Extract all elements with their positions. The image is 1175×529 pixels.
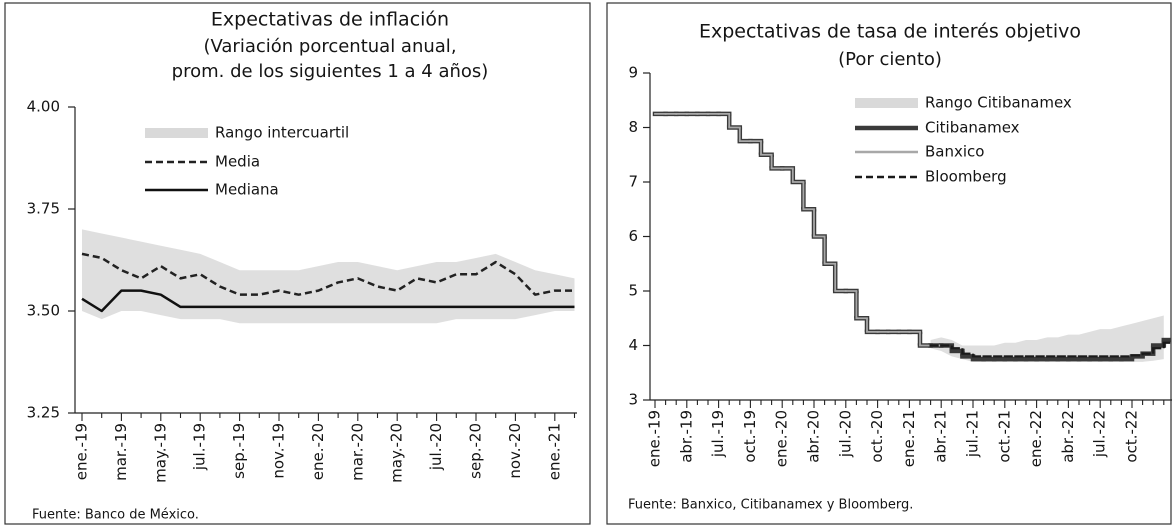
legend-label: Banxico xyxy=(925,143,984,161)
y-tick-label: 6 xyxy=(628,227,638,245)
chart-title: Expectativas de tasa de interés objetivo xyxy=(699,21,1081,43)
x-tick-label: sep.-19 xyxy=(230,423,248,479)
x-tick-label: ene.-22 xyxy=(1027,410,1045,467)
legend-label: Rango intercuartil xyxy=(215,124,349,142)
x-tick-label: oct.-20 xyxy=(868,410,886,463)
x-tick-label: jul.-21 xyxy=(964,410,982,458)
y-tick-label: 5 xyxy=(628,282,638,300)
panel-frame xyxy=(606,2,1172,525)
chart-subtitle: (Por ciento) xyxy=(838,49,942,70)
y-tick-label: 8 xyxy=(628,118,638,136)
y-tick-label: 3.25 xyxy=(27,404,60,422)
x-tick-label: nov.-19 xyxy=(270,423,288,479)
legend-label: Citibanamex xyxy=(925,119,1020,137)
x-tick-label: may.-19 xyxy=(151,423,169,483)
legend-swatch xyxy=(855,98,918,108)
x-tick-label: ene.-19 xyxy=(73,423,91,480)
x-tick-label: abr.-20 xyxy=(805,410,823,463)
y-tick-label: 4.00 xyxy=(27,98,60,116)
legend-label: Mediana xyxy=(215,181,279,199)
x-tick-label: ene.-21 xyxy=(900,410,918,467)
x-tick-label: abr.-22 xyxy=(1059,410,1077,463)
source-note: Fuente: Banco de México. xyxy=(32,508,199,523)
chart-subtitle: (Variación porcentual anual, xyxy=(203,36,456,57)
y-tick-label: 4 xyxy=(628,336,638,354)
y-tick-label: 3.50 xyxy=(27,302,60,320)
source-note: Fuente: Banxico, Citibanamex y Bloomberg… xyxy=(628,498,913,513)
x-tick-label: jul.-19 xyxy=(191,423,209,471)
x-tick-label: may.-20 xyxy=(388,423,406,483)
series-line xyxy=(81,252,575,296)
x-tick-label: ene.-21 xyxy=(545,423,563,480)
chart-subtitle: prom. de los siguientes 1 a 4 años) xyxy=(172,61,489,82)
panel-frame xyxy=(4,2,591,525)
chart-title: Expectativas de inflación xyxy=(211,9,449,31)
x-tick-label: abr.-21 xyxy=(932,410,950,463)
x-tick-label: jul.-22 xyxy=(1091,410,1109,458)
y-tick-label: 9 xyxy=(628,64,638,82)
x-tick-label: oct.-21 xyxy=(995,410,1013,463)
y-tick-label: 3.75 xyxy=(27,200,60,218)
x-tick-label: jul.-20 xyxy=(427,423,445,471)
legend-label: Media xyxy=(215,153,260,171)
legend-label: Rango Citibanamex xyxy=(925,94,1072,112)
legend-label: Bloomberg xyxy=(925,168,1007,186)
range-band xyxy=(82,229,575,324)
y-tick-label: 7 xyxy=(628,173,638,191)
x-tick-label: jul.-20 xyxy=(836,410,854,458)
series-line xyxy=(81,289,575,313)
x-tick-label: mar.-20 xyxy=(348,423,366,481)
x-tick-label: sep.-20 xyxy=(467,423,485,479)
legend-swatch xyxy=(145,128,208,138)
x-tick-label: nov.-20 xyxy=(506,423,524,479)
x-tick-label: ene.-20 xyxy=(309,423,327,480)
x-tick-label: jul.-19 xyxy=(709,410,727,458)
x-tick-label: ene.-19 xyxy=(646,410,664,467)
x-tick-label: mar.-19 xyxy=(112,423,130,481)
range-band xyxy=(930,315,1164,362)
x-tick-label: abr.-19 xyxy=(677,410,695,463)
x-tick-label: oct.-22 xyxy=(1123,410,1141,463)
x-tick-label: ene.-20 xyxy=(773,410,791,467)
x-tick-label: oct.-19 xyxy=(741,410,759,463)
y-tick-label: 3 xyxy=(628,391,638,409)
